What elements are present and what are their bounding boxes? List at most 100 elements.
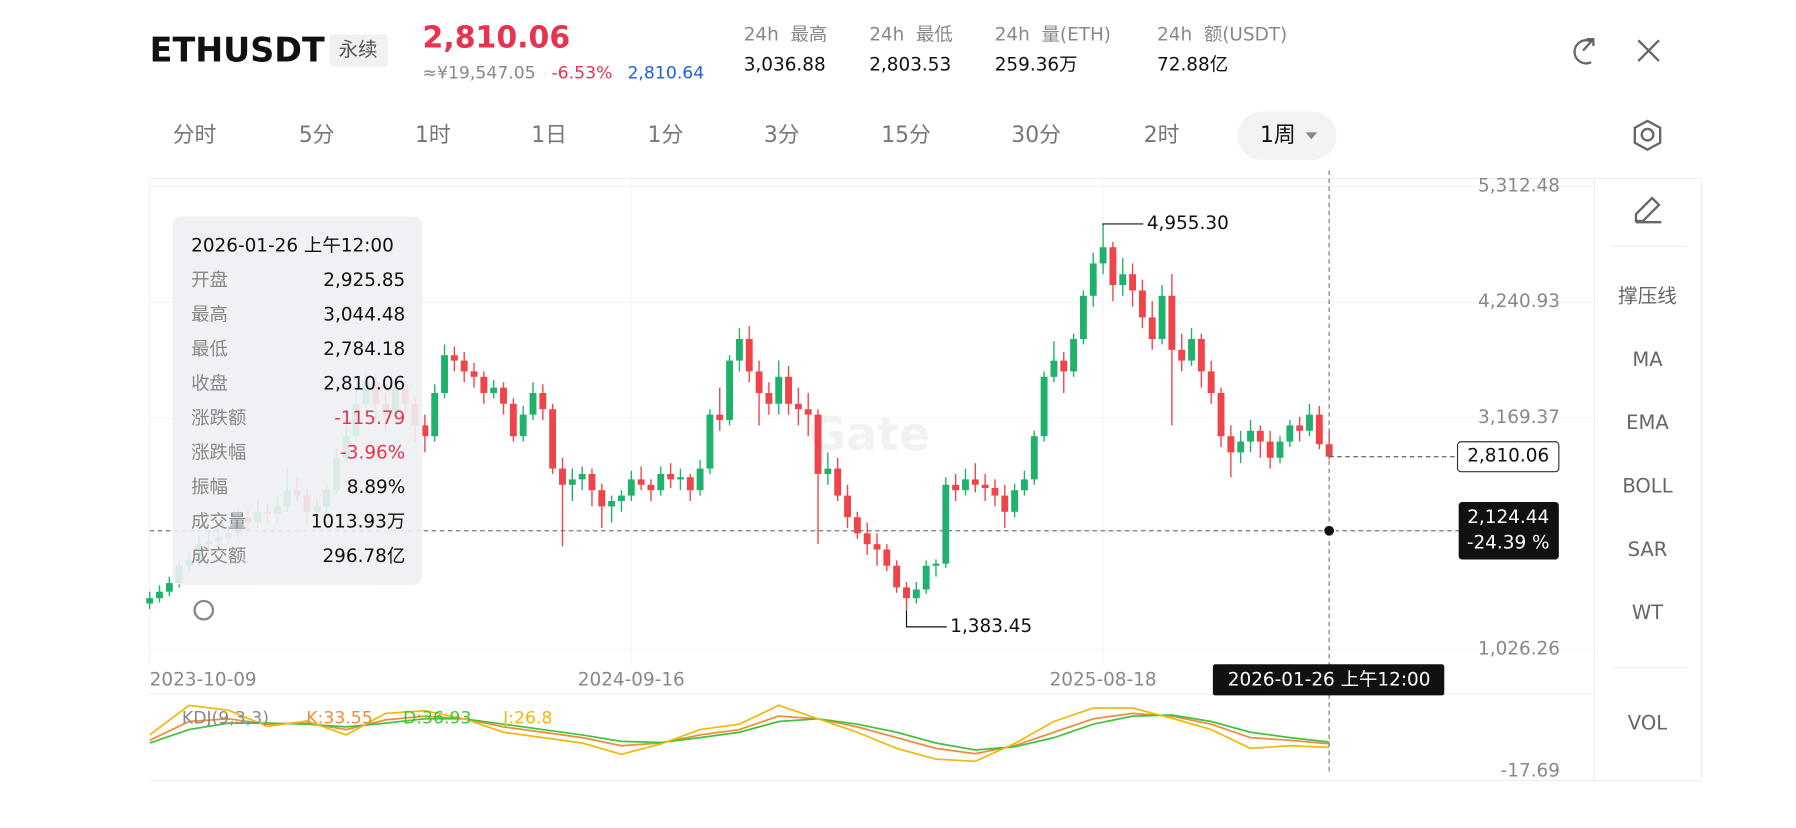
candle-body (952, 484, 960, 491)
indicator-tool[interactable]: VOL (1628, 712, 1667, 735)
tooltip-value: -115.79 (334, 408, 405, 429)
candle-body (165, 583, 173, 592)
candle-body (814, 414, 822, 474)
candle-body (1217, 393, 1225, 437)
active-tab-bg (1237, 111, 1337, 161)
timeframe-tab[interactable]: 2时 (1144, 123, 1180, 148)
tooltip-value: 296.78亿 (322, 546, 405, 567)
tooltip-icon[interactable] (193, 599, 215, 621)
change: -6.53% (551, 64, 612, 84)
badge-bg (329, 34, 388, 67)
tooltip-label: 涨跌幅 (191, 443, 246, 464)
candle-body (529, 393, 537, 415)
candle-body (794, 403, 802, 410)
candle-body (1119, 274, 1127, 286)
timeframe-tab[interactable]: 分时 (173, 123, 217, 148)
candle-body (676, 477, 684, 480)
candle-body (804, 409, 812, 415)
timeframe-tab[interactable]: 3分 (764, 123, 800, 148)
timeframe-tab[interactable]: 1分 (648, 123, 684, 148)
candle-body (735, 339, 743, 361)
legend-entry: K:33.55 (306, 708, 373, 728)
candle-body (647, 484, 655, 491)
candle-body (1109, 247, 1117, 286)
timeframe-tab[interactable]: 1时 (415, 123, 451, 148)
candle-body (588, 473, 596, 491)
candle-body (1325, 444, 1333, 457)
mark-price: 2,810.64 (627, 64, 704, 84)
symbol: ETHUSDT (150, 30, 325, 69)
candle-body (1315, 414, 1323, 445)
candle-body (1050, 360, 1058, 377)
indicator-tool[interactable]: MA (1632, 348, 1663, 371)
candle-body (627, 479, 635, 496)
x-tick-label: 2023-10-09 (150, 669, 257, 690)
candle-body (421, 425, 429, 437)
candle-body (932, 563, 940, 566)
watermark: Gate (808, 407, 930, 461)
tooltip-label: 成交量 (191, 512, 246, 533)
tooltip-bg (172, 216, 423, 585)
cny-price: ≈¥19,547.05 (423, 64, 536, 84)
candle-body (863, 533, 871, 545)
indicator-tool[interactable]: WT (1632, 601, 1663, 624)
candle-body (450, 355, 458, 361)
timeframe-tab[interactable]: 1日 (531, 123, 567, 148)
candle-body (598, 490, 606, 507)
tooltip-value: 2,925.85 (323, 270, 405, 291)
candle-body (755, 371, 763, 394)
settings-icon[interactable] (1633, 119, 1662, 151)
candle-body (706, 414, 714, 469)
tooltip-value: 2,810.06 (323, 374, 405, 395)
candle-body (1266, 441, 1274, 458)
candle-body (431, 393, 439, 437)
annotation-line (1102, 223, 1144, 226)
candle-body (1138, 290, 1146, 318)
candle-body (559, 468, 566, 485)
tooltip-value: 2,784.18 (323, 339, 405, 360)
candle-body (1247, 430, 1254, 442)
timeframe-tab[interactable]: 15分 (881, 123, 931, 148)
crosshair-change: -24.39 % (1467, 532, 1550, 553)
timeframe-tab[interactable]: 30分 (1011, 123, 1061, 148)
stat-label: 24h 额(USDT) (1157, 25, 1287, 46)
crosshair-time-bg (1212, 664, 1445, 696)
timeframe-tab[interactable]: 5分 (299, 123, 335, 148)
stat-value: 259.36万 (995, 55, 1078, 76)
indicator-tool[interactable]: SAR (1628, 538, 1668, 561)
tooltip-value: 1013.93万 (311, 512, 406, 533)
external-icon[interactable] (1573, 37, 1595, 65)
indicator-tool[interactable]: EMA (1626, 411, 1669, 434)
indicator-tool[interactable]: 撑压线 (1618, 285, 1677, 308)
annotation-label: 4,955.30 (1147, 213, 1229, 234)
draw-icon[interactable] (1634, 196, 1662, 224)
badge: 永续 (338, 38, 377, 61)
stat-value: 2,803.53 (869, 55, 951, 76)
candle-body (785, 376, 792, 404)
candle-body (834, 468, 842, 496)
candle-body (608, 500, 616, 507)
candle-body (1129, 274, 1137, 291)
last-price-tag (1456, 441, 1560, 473)
candle-body (1060, 360, 1068, 372)
timeframe-tab[interactable]: 1周 (1260, 123, 1296, 148)
candle-body (1030, 436, 1038, 480)
y-tick-label: 4,240.93 (1478, 291, 1560, 312)
indicator-tool[interactable]: BOLL (1622, 474, 1672, 497)
last-price: 2,810.06 (423, 21, 571, 56)
stat-label: 24h 最高 (744, 25, 828, 46)
crosshair-time: 2026-01-26 上午12:00 (1228, 669, 1431, 690)
candle-body (1276, 441, 1284, 458)
crosshair-price: 2,124.44 (1467, 507, 1549, 528)
candle-body (480, 376, 488, 394)
candle-body (1040, 376, 1048, 437)
tooltip-label: 涨跌额 (191, 408, 246, 429)
tooltip-time: 2026-01-26 上午12:00 (191, 235, 394, 256)
tooltip-label: 最低 (191, 339, 228, 360)
close-icon[interactable] (1637, 39, 1660, 62)
last-price-label: 2,810.06 (1467, 446, 1549, 467)
candle-body (716, 414, 724, 421)
crosshair-price-bg (1458, 501, 1559, 560)
